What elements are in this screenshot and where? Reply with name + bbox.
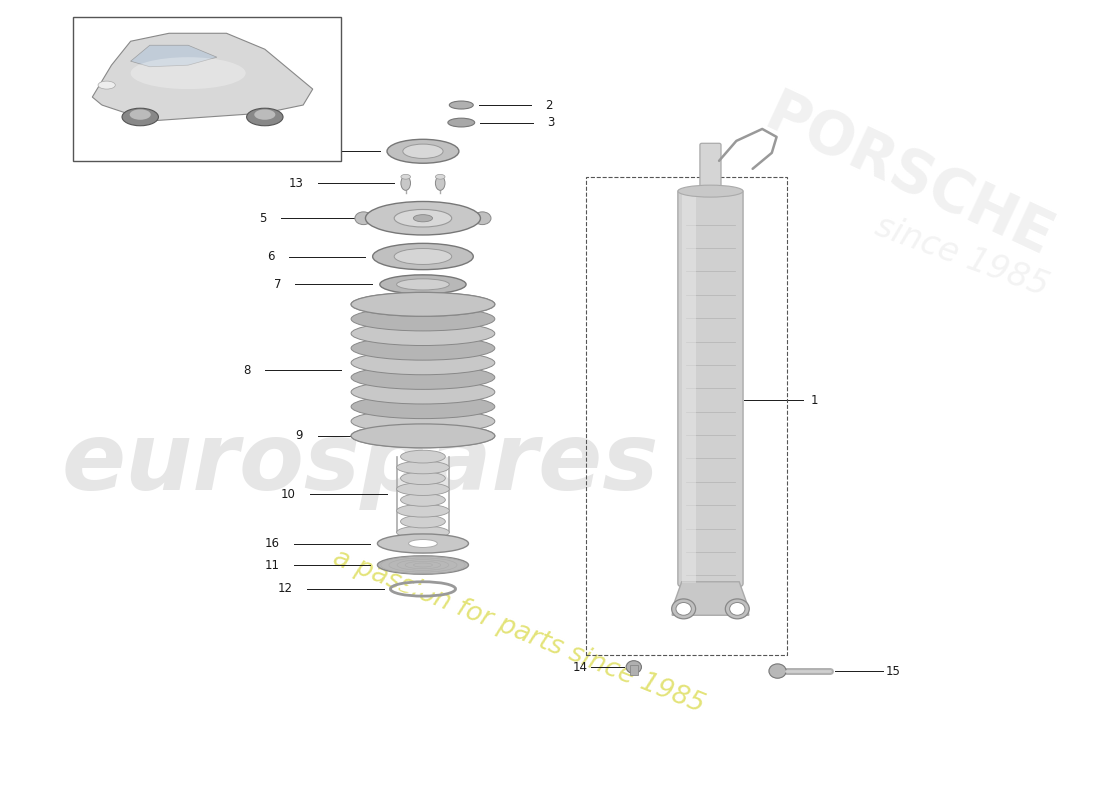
Ellipse shape	[400, 450, 446, 463]
Ellipse shape	[672, 599, 695, 619]
Text: 12: 12	[277, 582, 293, 595]
Bar	[586, 177, 788, 655]
Ellipse shape	[397, 504, 449, 517]
Ellipse shape	[402, 427, 444, 445]
Ellipse shape	[400, 585, 446, 593]
Ellipse shape	[377, 534, 469, 553]
Ellipse shape	[246, 108, 283, 126]
Ellipse shape	[377, 556, 469, 574]
PathPatch shape	[92, 34, 312, 121]
Ellipse shape	[397, 279, 449, 290]
Ellipse shape	[98, 81, 116, 89]
Bar	[682, 193, 696, 583]
Text: 4: 4	[282, 145, 289, 158]
Bar	[73, 18, 341, 161]
Ellipse shape	[394, 210, 452, 227]
Text: 14: 14	[573, 661, 587, 674]
Ellipse shape	[436, 176, 446, 190]
FancyBboxPatch shape	[678, 190, 744, 586]
Text: 7: 7	[274, 278, 282, 291]
Text: 13: 13	[288, 177, 304, 190]
Text: since 1985: since 1985	[870, 210, 1053, 303]
Ellipse shape	[351, 410, 495, 434]
Ellipse shape	[351, 424, 495, 448]
Ellipse shape	[400, 176, 410, 190]
Text: 16: 16	[264, 537, 279, 550]
Ellipse shape	[397, 461, 449, 474]
Circle shape	[729, 602, 745, 615]
Bar	[630, 666, 638, 675]
Ellipse shape	[351, 336, 495, 360]
Text: 15: 15	[886, 665, 901, 678]
Ellipse shape	[400, 174, 410, 179]
Ellipse shape	[678, 185, 744, 197]
Text: 2: 2	[546, 98, 553, 111]
Text: 1: 1	[811, 394, 818, 406]
Ellipse shape	[397, 482, 449, 495]
Ellipse shape	[355, 212, 372, 225]
Ellipse shape	[351, 351, 495, 374]
Ellipse shape	[351, 424, 495, 448]
Ellipse shape	[626, 661, 641, 674]
Ellipse shape	[351, 292, 495, 316]
Ellipse shape	[409, 427, 437, 435]
Ellipse shape	[725, 599, 749, 619]
Ellipse shape	[408, 539, 438, 547]
Ellipse shape	[351, 322, 495, 346]
Ellipse shape	[351, 394, 495, 418]
Ellipse shape	[254, 110, 275, 120]
Text: PORSCHE: PORSCHE	[756, 86, 1062, 268]
Ellipse shape	[365, 202, 481, 235]
Ellipse shape	[373, 243, 473, 270]
Ellipse shape	[449, 101, 473, 109]
Ellipse shape	[351, 307, 495, 331]
Text: 3: 3	[548, 116, 554, 129]
Ellipse shape	[131, 57, 245, 89]
Text: 8: 8	[243, 364, 251, 377]
Text: 10: 10	[282, 488, 296, 501]
Text: 6: 6	[267, 250, 274, 263]
Ellipse shape	[122, 108, 158, 126]
Ellipse shape	[474, 212, 491, 225]
Ellipse shape	[387, 139, 459, 163]
Text: 11: 11	[264, 558, 279, 571]
Text: 5: 5	[260, 212, 266, 225]
Circle shape	[676, 602, 691, 615]
Ellipse shape	[448, 118, 475, 127]
Ellipse shape	[394, 249, 452, 265]
Ellipse shape	[400, 472, 446, 485]
Ellipse shape	[403, 144, 443, 158]
Ellipse shape	[769, 664, 786, 678]
PathPatch shape	[131, 46, 217, 66]
Text: 9: 9	[296, 430, 304, 442]
Text: a passion for parts since 1985: a passion for parts since 1985	[329, 545, 708, 718]
Ellipse shape	[436, 174, 446, 179]
Ellipse shape	[351, 292, 495, 316]
Ellipse shape	[400, 494, 446, 506]
Ellipse shape	[130, 110, 151, 120]
Ellipse shape	[400, 515, 446, 528]
PathPatch shape	[672, 582, 749, 615]
Ellipse shape	[379, 275, 466, 294]
Ellipse shape	[351, 380, 495, 404]
Ellipse shape	[397, 526, 449, 538]
Text: eurospares: eurospares	[62, 418, 659, 510]
Ellipse shape	[414, 214, 432, 222]
FancyBboxPatch shape	[700, 143, 720, 194]
Ellipse shape	[351, 366, 495, 390]
